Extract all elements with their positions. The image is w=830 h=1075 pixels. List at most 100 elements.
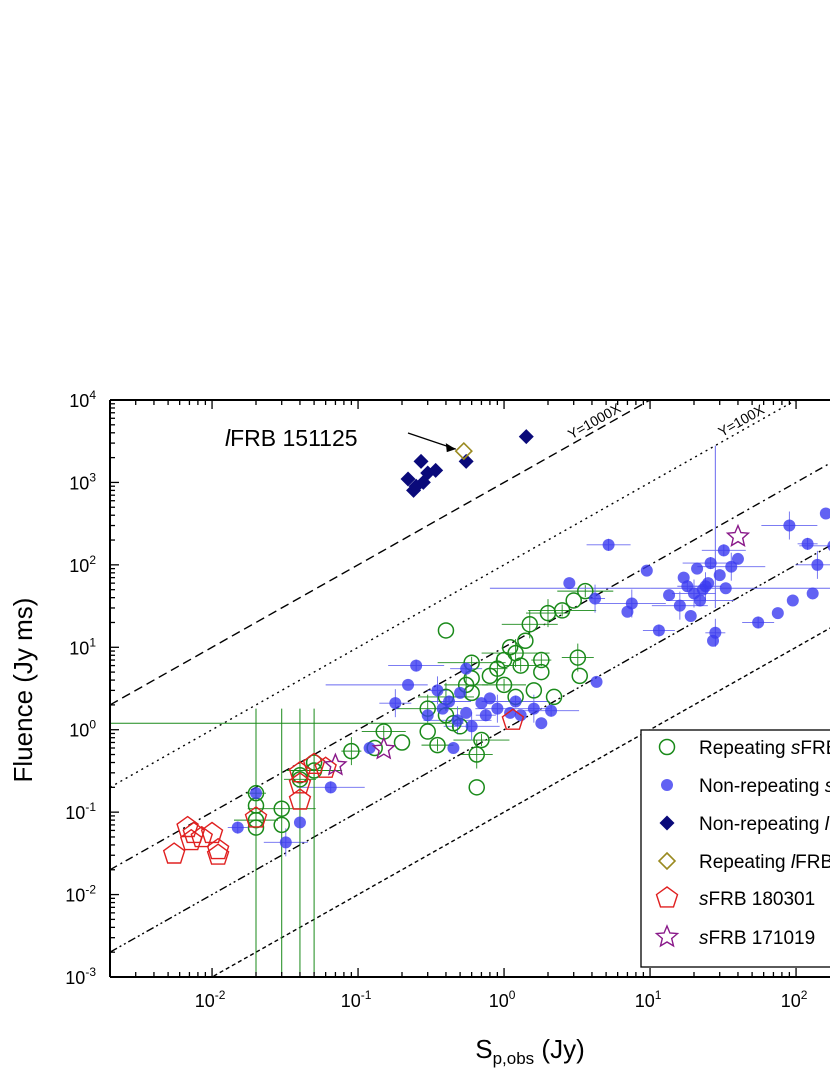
y-tick-label: 101 xyxy=(69,635,96,658)
x-tick-label: 101 xyxy=(635,988,662,1011)
data-point xyxy=(410,659,423,672)
y-axis-title: Fluence (Jy ms) xyxy=(8,598,38,783)
data-point xyxy=(571,667,589,685)
data-point xyxy=(421,709,434,722)
data-point xyxy=(661,779,673,791)
data-point xyxy=(545,704,558,717)
y-tick-label: 104 xyxy=(69,388,96,411)
reference-line-label: Y=1000X xyxy=(565,399,624,442)
annotation-label: lFRB 151125 xyxy=(225,425,358,451)
data-point xyxy=(713,569,726,582)
data-point xyxy=(413,453,429,469)
x-tick-label: 100 xyxy=(489,988,516,1011)
data-point xyxy=(371,736,396,760)
annotation-arrowhead xyxy=(445,443,456,453)
data-point xyxy=(663,589,676,602)
data-point xyxy=(640,564,653,577)
x-tick-label: 102 xyxy=(781,988,808,1011)
data-point xyxy=(451,714,464,727)
data-point xyxy=(206,843,230,865)
data-point xyxy=(512,657,529,674)
data-point xyxy=(709,626,722,639)
data-point xyxy=(389,697,402,710)
data-point xyxy=(465,720,478,733)
data-point xyxy=(684,609,697,622)
data-point xyxy=(431,684,444,697)
data-point xyxy=(806,587,819,600)
data-point xyxy=(827,540,830,551)
data-point xyxy=(288,788,312,810)
data-point xyxy=(468,779,485,796)
data-point xyxy=(473,731,490,749)
data-point xyxy=(247,819,265,836)
legend-entry: Repeating lFRB xyxy=(699,852,830,873)
data-point xyxy=(419,723,436,740)
data-point xyxy=(533,663,550,681)
reference-line-label: Y=100X xyxy=(715,401,767,440)
data-point xyxy=(509,695,522,708)
data-point xyxy=(363,742,376,755)
data-point xyxy=(527,702,540,715)
data-point xyxy=(501,708,525,730)
data-point xyxy=(323,752,348,776)
data-point xyxy=(293,816,306,829)
data-point xyxy=(545,688,563,706)
data-point xyxy=(577,582,594,600)
data-point xyxy=(518,429,534,445)
data-point xyxy=(305,754,323,771)
axes: 10-2 10-1 100 101 102 10-3 10-2 10-1 100 101 102 10… xyxy=(65,388,830,1011)
data-point xyxy=(533,651,550,669)
data-point xyxy=(314,756,337,778)
data-point xyxy=(491,702,504,715)
y-tick-label: 10-1 xyxy=(65,800,96,823)
data-point xyxy=(429,736,446,754)
data-point xyxy=(231,821,244,834)
data-point xyxy=(625,597,638,610)
data-point xyxy=(521,616,539,633)
data-point xyxy=(343,742,360,760)
data-point xyxy=(657,851,677,871)
data-point xyxy=(725,523,751,547)
data-point xyxy=(247,784,265,802)
reference-line xyxy=(110,400,652,706)
data-point xyxy=(250,787,262,800)
data-point xyxy=(673,599,686,612)
annotation: lFRB 151125 xyxy=(225,425,457,453)
data-points xyxy=(110,429,830,974)
data-point xyxy=(288,760,312,783)
data-point xyxy=(206,837,230,860)
data-point xyxy=(717,544,730,557)
data-point xyxy=(460,706,473,719)
data-point xyxy=(655,886,679,908)
x-tick-label: 10-2 xyxy=(195,988,226,1011)
legend: Repeating sFRBs Non-repeating sFRBs Non-re… xyxy=(640,729,830,968)
data-point xyxy=(786,594,799,607)
data-point xyxy=(447,742,460,755)
data-point xyxy=(652,624,665,637)
data-point xyxy=(525,682,543,699)
data-point xyxy=(719,582,732,595)
y-tick-label: 103 xyxy=(69,470,96,493)
data-point xyxy=(393,734,411,751)
data-point xyxy=(704,557,717,570)
data-point xyxy=(443,695,456,708)
data-point xyxy=(553,602,571,619)
data-point xyxy=(589,592,602,605)
data-point xyxy=(659,815,675,831)
data-point xyxy=(563,577,576,590)
data-point xyxy=(400,471,416,487)
data-point xyxy=(590,675,603,688)
data-point xyxy=(244,806,268,828)
data-point xyxy=(504,706,517,719)
legend-entry: Non-repeating sFRBs xyxy=(699,776,830,797)
x-tick-label: 10-1 xyxy=(341,988,372,1011)
data-point xyxy=(771,607,784,620)
y-tick-label: 10-2 xyxy=(65,883,96,906)
data-point xyxy=(273,816,290,834)
data-point xyxy=(691,562,704,575)
data-point xyxy=(273,800,290,817)
data-point xyxy=(437,622,455,639)
data-point xyxy=(279,836,292,849)
